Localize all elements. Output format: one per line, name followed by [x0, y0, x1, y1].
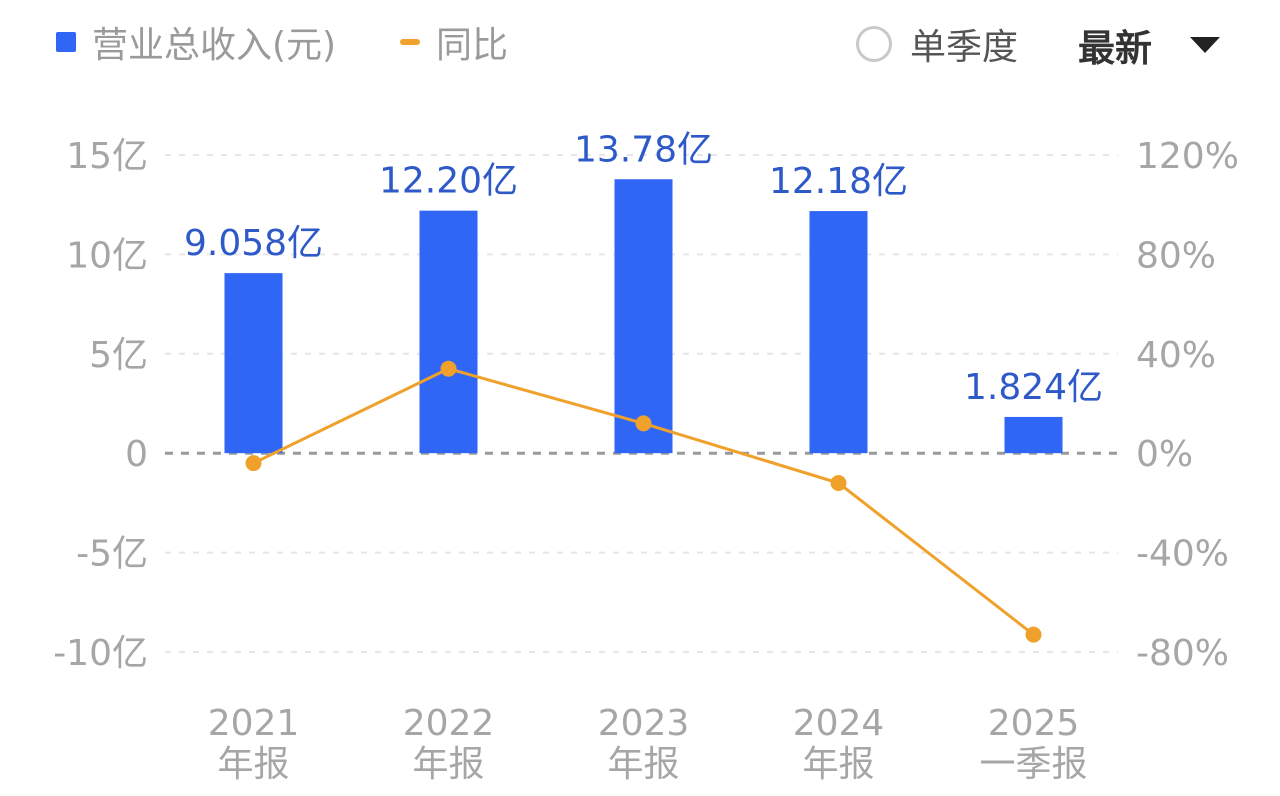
- bar-value-label: 13.78亿: [574, 129, 713, 170]
- legend-yoy[interactable]: 同比: [400, 16, 508, 68]
- yoy-point: [830, 475, 847, 492]
- x-axis-year-label: 2022: [403, 703, 495, 744]
- revenue-bar: [614, 179, 673, 454]
- x-axis-period-label: 年报: [607, 744, 679, 785]
- legend-revenue[interactable]: 营业总收入(元): [56, 16, 336, 68]
- x-axis-period-label: 年报: [802, 744, 874, 785]
- bar-value-label: 12.20亿: [379, 161, 518, 202]
- right-axis-tick-label: -40%: [1136, 534, 1229, 575]
- revenue-bar: [419, 210, 478, 454]
- bar-value-label: 1.824亿: [964, 367, 1103, 408]
- right-axis-tick-label: 120%: [1136, 136, 1239, 177]
- right-axis-tick-label: 40%: [1136, 335, 1216, 376]
- x-axis-year-label: 2023: [598, 703, 690, 744]
- yoy-point: [635, 415, 652, 432]
- revenue-bar: [1004, 416, 1063, 454]
- bar-value-label: 9.058亿: [184, 223, 323, 264]
- revenue-bar: [224, 273, 283, 454]
- legend-yoy-label: 同比: [436, 25, 509, 66]
- x-axis-period-label: 年报: [412, 744, 484, 785]
- x-axis-year-label: 2021: [208, 703, 300, 744]
- x-axis-period-label: 一季报: [979, 744, 1087, 785]
- left-axis-tick-label: -10亿: [53, 633, 148, 674]
- yoy-point: [245, 455, 262, 472]
- right-axis-tick-label: -80%: [1136, 633, 1229, 674]
- legend-revenue-label: 营业总收入(元): [92, 25, 337, 66]
- right-axis-tick-label: 0%: [1136, 434, 1193, 475]
- bar-value-label: 12.18亿: [769, 161, 908, 202]
- left-axis-tick-label: -5亿: [76, 534, 148, 575]
- x-axis-period-label: 年报: [217, 744, 289, 785]
- left-axis-tick-label: 5亿: [89, 335, 148, 376]
- caret-down-icon: [1190, 37, 1220, 53]
- x-axis-year-label: 2024: [793, 703, 885, 744]
- chart-header: 营业总收入(元) 同比 单季度 最新: [0, 0, 1280, 90]
- legend-bar-swatch: [56, 32, 76, 52]
- right-axis-tick-label: 80%: [1136, 235, 1216, 276]
- quarterly-toggle[interactable]: 单季度: [856, 22, 1018, 68]
- quarterly-toggle-label: 单季度: [910, 27, 1019, 68]
- period-dropdown[interactable]: 最新: [1078, 20, 1220, 70]
- legend-line-swatch: [400, 39, 420, 45]
- left-axis-tick-label: 15亿: [66, 136, 148, 177]
- radio-circle-icon[interactable]: [856, 26, 892, 62]
- revenue-bar: [809, 211, 868, 454]
- yoy-point: [1025, 626, 1042, 643]
- period-dropdown-label: 最新: [1078, 27, 1152, 70]
- left-axis-tick-label: 0: [125, 434, 148, 475]
- x-axis-year-label: 2025: [988, 703, 1080, 744]
- left-axis-tick-label: 10亿: [66, 235, 148, 276]
- yoy-point: [440, 360, 457, 377]
